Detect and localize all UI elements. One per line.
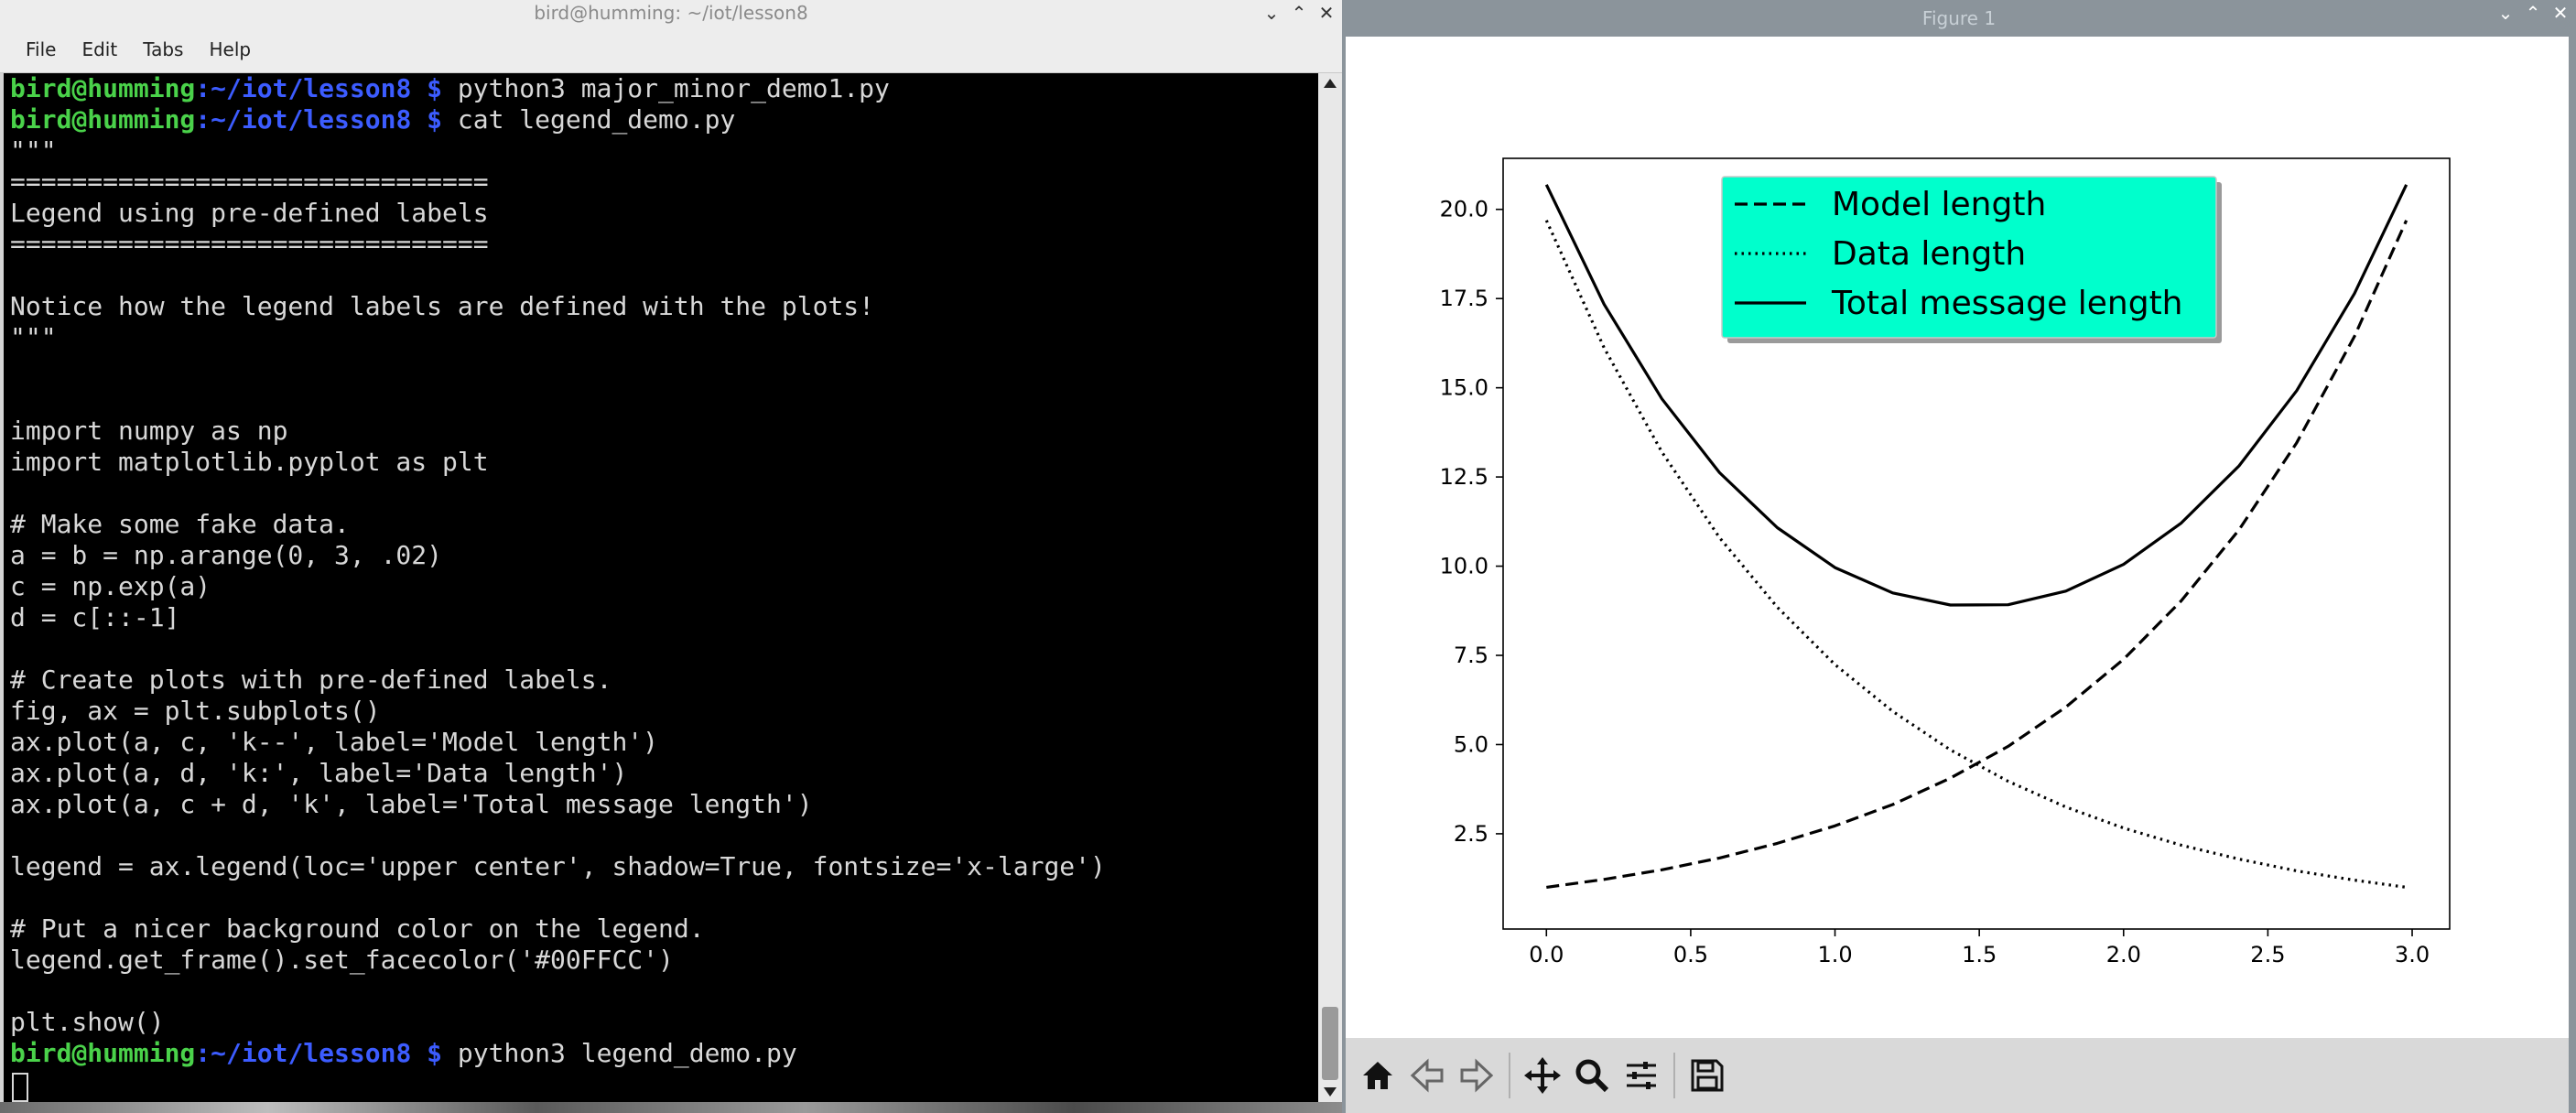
series-line-data-length [1544,220,2407,889]
terminal-output-line: ax.plot(a, c + d, 'k', label='Total mess… [10,789,813,819]
prompt-path: :~/iot/lesson8 $ [195,73,443,103]
series-line-total-message-length [1544,184,2408,607]
y-tick-label: 7.5 [1454,643,1488,668]
menu-edit[interactable]: Edit [81,38,118,60]
y-tick-label: 2.5 [1454,821,1488,847]
terminal-output-line: import matplotlib.pyplot as plt [10,447,489,477]
toolbar-separator [1509,1053,1510,1098]
scroll-up-icon[interactable] [1324,79,1337,88]
terminal-output-line: =============================== [10,167,489,197]
x-tick-label: 0.5 [1673,942,1708,967]
prompt-command: python3 legend_demo.py [442,1038,797,1068]
terminal-menubar: File Edit Tabs Help [0,26,1342,73]
terminal-output-line: c = np.exp(a) [10,571,211,601]
prompt-user: bird@humming [10,73,196,103]
terminal-output-line: Notice how the legend labels are defined… [10,291,875,321]
prompt-command: python3 major_minor_demo1.py [442,73,890,103]
y-tick-label: 20.0 [1440,197,1488,222]
x-tick-label: 2.5 [2250,942,2285,967]
terminal-output-line: # Create plots with pre-defined labels. [10,665,612,695]
terminal-output-line: # Make some fake data. [10,509,350,539]
prompt-command: cat legend_demo.py [442,104,736,135]
x-tick-label: 1.5 [1962,942,1997,967]
desktop-background [0,1102,1342,1113]
prompt-path: :~/iot/lesson8 $ [195,104,443,135]
terminal-prompt-line: bird@humming:~/iot/lesson8 $ cat legend_… [10,104,735,135]
terminal-window: bird@humming: ~/iot/lesson8 ⌄ ⌃ ✕ File E… [0,0,1342,1102]
terminal-scrollbar[interactable] [1318,73,1342,1102]
x-tick-label: 2.0 [2106,942,2141,967]
figure-canvas[interactable]: 0.0 0.5 1.0 1.5 2.0 2.5 3.0 2.5 5.0 7.5 10.0 12.5 15… [1346,37,2569,1038]
terminal-output-line: fig, ax = plt.subplots() [10,696,381,726]
x-tick-label: 1.0 [1817,942,1852,967]
terminal-prompt-line: bird@humming:~/iot/lesson8 $ python3 leg… [10,1038,797,1069]
y-tick-label: 17.5 [1440,286,1488,311]
scroll-down-icon[interactable] [1324,1087,1337,1097]
move-icon[interactable] [1520,1053,1565,1098]
terminal-output-line: legend.get_frame().set_facecolor('#00FFC… [10,945,674,975]
legend-label: Data length [1832,235,2026,273]
minimize-icon[interactable]: ⌄ [2497,2,2514,24]
legend-label: Total message length [1831,285,2183,322]
back-arrow-icon[interactable] [1404,1053,1450,1098]
terminal-output-line: import numpy as np [10,416,288,446]
forward-arrow-icon[interactable] [1454,1053,1499,1098]
y-tick-label: 15.0 [1440,375,1488,401]
figure-titlebar[interactable]: Figure 1 ⌄ ⌃ ✕ [1342,0,2576,37]
y-tick-label: 5.0 [1454,731,1488,757]
save-icon[interactable] [1684,1053,1730,1098]
terminal-output-line: =============================== [10,229,489,259]
line-chart: 0.0 0.5 1.0 1.5 2.0 2.5 3.0 2.5 5.0 7.5 10.0 12.5 15… [1440,157,2451,967]
prompt-user: bird@humming [10,1038,196,1068]
terminal-prompt-line: bird@humming:~/iot/lesson8 $ python3 maj… [10,73,890,104]
x-tick-label: 0.0 [1529,942,1564,967]
terminal-output[interactable]: bird@humming:~/iot/lesson8 $ python3 maj… [4,73,1318,1102]
configure-subplots-icon[interactable] [1618,1053,1664,1098]
prompt-path: :~/iot/lesson8 $ [195,1038,443,1068]
terminal-output-line: """ [10,135,57,166]
prompt-user: bird@humming [10,104,196,135]
minimize-icon[interactable]: ⌄ [1263,2,1280,24]
toolbar-separator [1673,1053,1675,1098]
terminal-title: bird@humming: ~/iot/lesson8 [534,2,808,24]
terminal-output-line: a = b = np.arange(0, 3, .02) [10,540,443,570]
x-tick-label: 3.0 [2395,942,2430,967]
zoom-icon[interactable] [1569,1053,1615,1098]
scrollbar-thumb[interactable] [1322,1007,1338,1080]
close-icon[interactable]: ✕ [2552,2,2569,24]
terminal-output-line: plt.show() [10,1007,165,1037]
maximize-icon[interactable]: ⌃ [2525,2,2541,24]
terminal-output-line: """ [10,322,57,352]
terminal-output-line: legend = ax.legend(loc='upper center', s… [10,851,1106,881]
legend-box [1721,176,2217,339]
terminal-titlebar[interactable]: bird@humming: ~/iot/lesson8 ⌄ ⌃ ✕ [0,0,1342,26]
y-tick-label: 12.5 [1440,464,1488,490]
series-line-model-length [1546,220,2408,889]
figure-window: Figure 1 ⌄ ⌃ ✕ 0.0 0.5 1.0 1.5 2.0 2.5 3.0 2.5 5… [1342,0,2576,1113]
terminal-output-line: ax.plot(a, d, 'k:', label='Data length') [10,758,628,788]
y-tick-label: 10.0 [1440,554,1488,579]
home-icon[interactable] [1355,1053,1401,1098]
menu-help[interactable]: Help [209,38,252,60]
legend-label: Model length [1832,186,2046,223]
terminal-output-line: Legend using pre-defined labels [10,198,489,228]
terminal-output-line: d = c[::-1] [10,602,180,632]
close-icon[interactable]: ✕ [1318,2,1335,24]
terminal-output-line: ax.plot(a, c, 'k--', label='Model length… [10,727,659,757]
maximize-icon[interactable]: ⌃ [1291,2,1307,24]
figure-title: Figure 1 [1921,7,1997,29]
menu-tabs[interactable]: Tabs [143,38,184,60]
terminal-cursor [12,1073,28,1102]
menu-file[interactable]: File [26,38,57,60]
figure-toolbar [1346,1038,2569,1113]
terminal-output-line: # Put a nicer background color on the le… [10,913,705,944]
